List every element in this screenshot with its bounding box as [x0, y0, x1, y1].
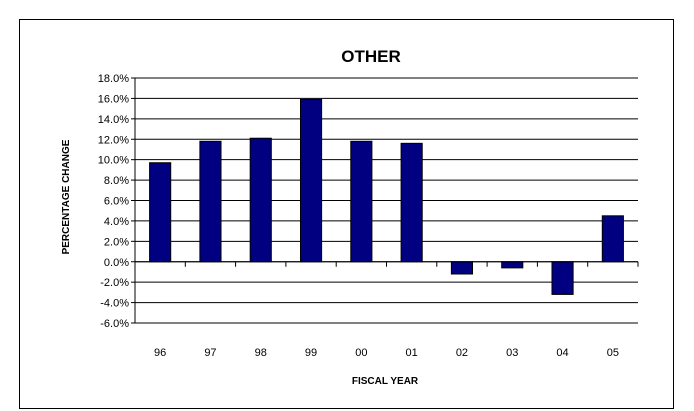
bar-98 — [249, 137, 272, 263]
x-tick-label: 98 — [255, 347, 267, 359]
x-axis-label: FISCAL YEAR — [352, 376, 419, 387]
bar-03 — [501, 261, 524, 269]
bar-05 — [601, 215, 624, 263]
x-tick-label: 02 — [456, 347, 468, 359]
bar-96 — [149, 162, 172, 263]
y-tick-label: 6.0% — [104, 196, 129, 208]
x-tick-labels: 96 97 98 99 00 01 02 03 04 05 — [154, 347, 619, 359]
y-tick-label: 8.0% — [104, 175, 129, 187]
x-tick-label: 03 — [506, 347, 518, 359]
y-tick-label: 4.0% — [104, 216, 129, 228]
axes — [134, 78, 639, 323]
x-tick-label: 04 — [556, 347, 568, 359]
x-tick-label: 01 — [406, 347, 418, 359]
y-tick-label: 12.0% — [98, 134, 129, 146]
bar-04 — [551, 261, 574, 295]
y-tick-label: -2.0% — [100, 277, 129, 289]
y-tick-labels: -6.0% -4.0% -2.0% 0.0% 2.0% 4.0% 6.0% 8.0% 10.0%… — [98, 73, 129, 330]
y-tick-label: -4.0% — [100, 298, 129, 310]
y-tick-label: 18.0% — [98, 73, 129, 85]
bar-97 — [199, 140, 222, 263]
bars — [149, 98, 624, 295]
bar-01 — [400, 142, 423, 263]
y-tick-label: -6.0% — [100, 318, 129, 330]
x-tick-label: 05 — [607, 347, 619, 359]
x-tick-label: 97 — [204, 347, 216, 359]
chart-frame — [19, 19, 674, 409]
chart-title: OTHER — [341, 47, 401, 66]
bar-99 — [299, 98, 323, 263]
bar-00 — [350, 140, 373, 263]
bar-02 — [450, 261, 474, 275]
x-tick-label: 96 — [154, 347, 166, 359]
y-tick-label: 16.0% — [98, 93, 129, 105]
y-tick-label: 2.0% — [104, 236, 129, 248]
y-tick-label: 0.0% — [104, 257, 129, 269]
y-tick-label: 14.0% — [98, 114, 129, 126]
y-axis-label: PERCENTAGE CHANGE — [61, 139, 72, 254]
y-tick-label: 10.0% — [98, 155, 129, 167]
x-tick-label: 00 — [355, 347, 367, 359]
x-tick-label: 99 — [305, 347, 317, 359]
